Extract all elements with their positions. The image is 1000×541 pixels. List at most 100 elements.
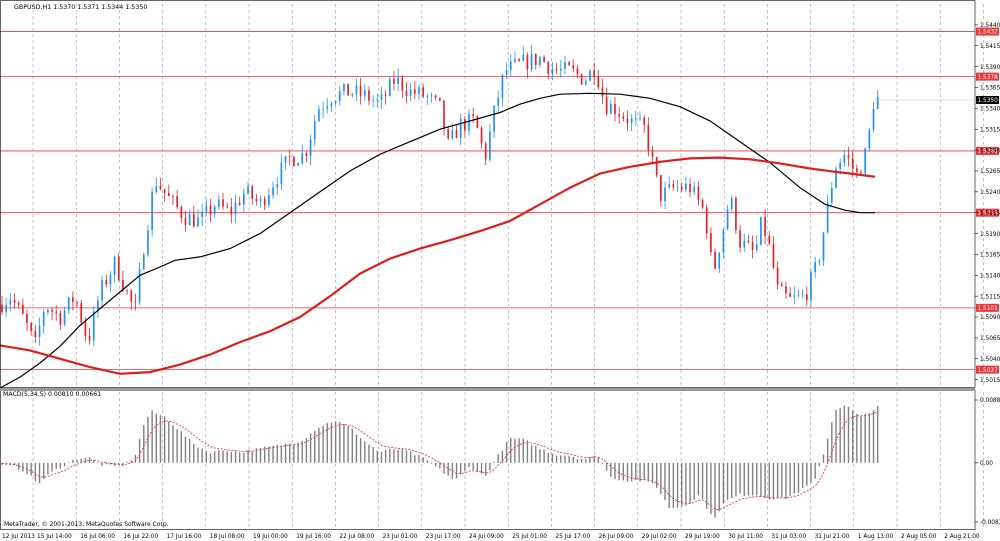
candle-body xyxy=(280,162,283,185)
candle-body xyxy=(80,303,83,323)
candle-body xyxy=(576,68,579,75)
macd-bar xyxy=(43,462,45,479)
macd-bar xyxy=(255,448,258,463)
candle-body xyxy=(584,80,587,85)
macd-bar xyxy=(68,462,70,463)
panel-separator xyxy=(0,388,975,391)
candle-body xyxy=(710,233,712,252)
macd-bar xyxy=(97,462,99,464)
macd-bar xyxy=(510,437,512,463)
current-price-label-box xyxy=(976,96,999,104)
candle-body xyxy=(313,121,316,140)
macd-bar xyxy=(184,436,187,463)
macd-bar xyxy=(389,448,391,463)
candle-body xyxy=(660,175,662,202)
macd-bar xyxy=(284,443,287,463)
macd-bar xyxy=(660,462,662,494)
macd-bar xyxy=(268,446,270,463)
macd-bar xyxy=(180,431,183,463)
macd-bar xyxy=(318,427,320,463)
price-axis-label: 1.5165 xyxy=(980,253,1000,259)
macd-bar xyxy=(305,437,308,463)
horizontal-levels[interactable]: 1.5432 1.5378 1.5289 1.5215 1.5101 1.5027 xyxy=(0,27,999,374)
time-axis-label: 19 Jul 00:00 xyxy=(253,534,288,540)
macd-bar xyxy=(234,451,237,463)
macd-bar xyxy=(376,450,378,463)
candle-body xyxy=(92,311,95,341)
candle-body xyxy=(697,186,700,200)
candle-body xyxy=(605,96,608,114)
macd-bar xyxy=(877,405,879,463)
macd-bar xyxy=(535,445,537,463)
candle-body xyxy=(430,95,433,97)
candle-body xyxy=(184,217,187,226)
candle-body xyxy=(805,294,808,301)
candle-body xyxy=(51,309,53,312)
time-axis-label: 25 Jul 01:00 xyxy=(512,534,547,540)
macd-bar xyxy=(722,462,725,504)
copyright-text: MetaTrader, © 2001-2013, MetaQuotes Soft… xyxy=(4,521,169,528)
macd-bar xyxy=(655,462,658,488)
macd-bar xyxy=(743,462,745,496)
candle-body xyxy=(155,185,158,192)
macd-bar xyxy=(505,441,508,463)
candle-body xyxy=(151,191,153,231)
candle-body xyxy=(851,158,854,169)
level-label: 1.5289 xyxy=(978,149,999,155)
price-axis-label: 1.5140 xyxy=(980,274,1000,280)
candle-body xyxy=(167,192,170,196)
candle-body xyxy=(443,100,445,130)
macd-bar xyxy=(814,462,816,479)
macd-bar xyxy=(518,438,520,463)
candle-body xyxy=(647,124,650,151)
macd-bar xyxy=(59,462,62,469)
macd-bar xyxy=(393,449,395,463)
candle-body xyxy=(722,229,725,253)
candle-body xyxy=(138,269,141,303)
candle-body xyxy=(472,114,475,117)
candle-body xyxy=(501,74,504,98)
macd-bar xyxy=(822,454,825,463)
macd-bar xyxy=(718,462,720,512)
candle-body xyxy=(380,94,383,100)
time-axis-label: 17 Jul 16:00 xyxy=(167,534,202,540)
candle-body xyxy=(856,168,858,173)
time-axis-label: 15 Jul 14:00 xyxy=(37,534,72,540)
candle-body xyxy=(459,119,462,139)
macd-bar xyxy=(576,458,579,463)
macd-bar xyxy=(384,449,387,463)
time-axis-label: 24 Jul 09:00 xyxy=(469,534,504,540)
candle-body xyxy=(67,297,70,311)
macd-bar xyxy=(630,462,633,482)
macd-bar xyxy=(668,462,670,509)
macd-axis-label: -0.00836 xyxy=(980,520,1000,526)
macd-axis-label: 0.00888 xyxy=(980,398,1000,404)
macd-bar xyxy=(251,451,253,463)
candle-body xyxy=(5,304,8,313)
candle-body xyxy=(243,193,245,205)
macd-bar xyxy=(585,459,587,463)
macd-bar xyxy=(359,438,362,463)
ma-slow-line xyxy=(0,156,876,375)
grid-lines xyxy=(32,4,984,530)
macd-bar xyxy=(681,462,683,507)
macd-bar xyxy=(514,438,516,463)
candle-body xyxy=(180,206,183,218)
macd-bar xyxy=(134,454,137,463)
candle-body xyxy=(547,62,550,74)
candle-body xyxy=(797,294,800,296)
macd-bar xyxy=(314,431,316,463)
level-label-box xyxy=(976,365,999,374)
price-axis-label: 1.5290 xyxy=(980,148,1000,154)
level-label: 1.5101 xyxy=(978,306,999,312)
candle-body xyxy=(543,57,545,63)
candle-body xyxy=(1,304,3,313)
macd-bar xyxy=(701,462,704,500)
candle-body xyxy=(209,205,212,214)
macd-bar xyxy=(447,462,449,476)
candle-body xyxy=(230,206,233,215)
candle-body xyxy=(222,199,224,207)
macd-bar xyxy=(188,438,191,463)
candle-body xyxy=(810,272,812,301)
